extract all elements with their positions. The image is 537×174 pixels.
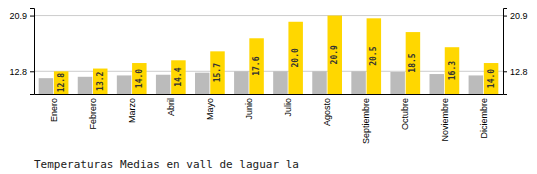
bar <box>93 69 107 94</box>
bar <box>484 63 498 94</box>
bar <box>171 60 185 94</box>
bar <box>132 63 146 94</box>
tick-label: 12.8 <box>9 67 27 77</box>
bar <box>39 78 53 94</box>
bar <box>390 72 404 94</box>
bars <box>39 16 499 94</box>
bar <box>78 77 92 94</box>
tick: Diciembre <box>479 98 489 139</box>
data-label: 17.6 <box>252 56 261 75</box>
tick-mark <box>30 16 34 17</box>
tick-label: Septiembre <box>361 98 371 144</box>
tick-label: Julio <box>283 98 293 117</box>
data-label: 12.8 <box>57 73 66 92</box>
bar <box>288 22 302 94</box>
tick: Noviembre <box>440 98 450 142</box>
axis-line <box>30 9 35 95</box>
bar <box>469 75 483 94</box>
data-label: 15.7 <box>213 63 222 82</box>
tick: Febrero <box>88 98 98 130</box>
tick-label: Marzo <box>127 98 137 123</box>
tick-mark <box>503 16 507 17</box>
tick-label: Diciembre <box>479 98 489 139</box>
tick: Mayo <box>205 98 215 120</box>
tick-label: Noviembre <box>440 98 450 142</box>
grid-line <box>34 15 503 16</box>
bar <box>445 47 459 94</box>
tick-label: Abril <box>166 98 176 116</box>
data-label: 18.5 <box>408 53 417 72</box>
tick-label: 20.9 <box>9 11 27 21</box>
chart-container: 12.8 13.2 14.0 14.4 15.7 17.6 20.0 20.9 20.5 18.5… <box>0 0 537 174</box>
data-labels: 12.8 13.2 14.0 14.4 15.7 17.6 20.0 20.9 20.5 18.5… <box>57 45 496 92</box>
bar <box>210 51 224 94</box>
bar <box>430 74 444 94</box>
data-label: 14.0 <box>135 69 144 88</box>
data-label: 20.9 <box>330 45 339 64</box>
tick-mark <box>503 71 507 72</box>
bar <box>273 71 287 94</box>
bar <box>54 71 68 94</box>
tick: Septiembre <box>361 98 371 144</box>
tick-label: Junio <box>244 98 254 120</box>
tick-label: Mayo <box>205 98 215 120</box>
tick: Agosto <box>322 98 332 126</box>
tick: Enero <box>49 98 59 122</box>
bar <box>312 71 326 94</box>
tick-label: Enero <box>49 98 59 122</box>
tick: Marzo <box>127 98 137 123</box>
tick: 20.9 <box>503 11 528 21</box>
tick: 20.9 <box>9 11 34 21</box>
bar-series <box>54 16 498 94</box>
tick-label: Febrero <box>88 98 98 130</box>
bar <box>406 32 420 94</box>
bar <box>117 75 131 94</box>
tick: Octubre <box>400 98 410 130</box>
data-label: 14.4 <box>174 67 183 86</box>
axis-line <box>35 94 504 95</box>
tick-mark <box>30 71 34 72</box>
data-label: 16.3 <box>448 61 457 80</box>
grid <box>34 16 503 72</box>
chart-svg: 12.8 13.2 14.0 14.4 15.7 17.6 20.0 20.9 20.5 18.5… <box>0 0 537 174</box>
tick-label: 20.9 <box>510 11 528 21</box>
title: Temperaturas Medias en vall de laguar la <box>34 158 299 171</box>
axis-line <box>504 9 508 95</box>
x-axis: Enero Febrero Marzo Abril Mayo Junio Julio Agos… <box>35 95 504 145</box>
tick: Abril <box>166 98 176 116</box>
bar <box>195 73 209 94</box>
y-axis: 12.8 20.9 <box>9 9 34 95</box>
tick-label: 12.8 <box>510 67 528 77</box>
data-label: 14.0 <box>487 69 496 88</box>
plot-area: 12.8 13.2 14.0 14.4 15.7 17.6 20.0 20.9 20.5 18.5… <box>9 9 527 145</box>
bar <box>351 71 365 94</box>
tick: Junio <box>244 98 254 120</box>
bar <box>234 71 248 94</box>
tick: 12.8 <box>9 67 34 77</box>
tick-label: Agosto <box>322 98 332 126</box>
bar <box>249 38 263 94</box>
bar <box>156 75 170 94</box>
tick: Julio <box>283 98 293 117</box>
data-label: 13.2 <box>96 71 105 90</box>
bar <box>328 16 342 94</box>
tick-label: Octubre <box>400 98 410 130</box>
bar <box>367 18 381 94</box>
data-label: 20.5 <box>369 46 378 65</box>
data-label: 20.0 <box>291 48 300 67</box>
tick: 12.8 <box>503 67 528 77</box>
y2-axis: 12.8 20.9 <box>503 9 528 95</box>
